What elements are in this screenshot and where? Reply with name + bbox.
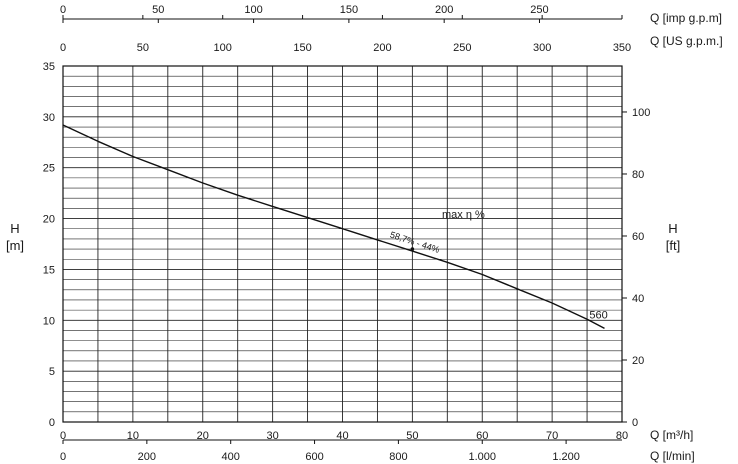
tick-label-lmin: 800 — [389, 451, 407, 463]
tick-label-imp: 200 — [435, 4, 453, 16]
tick-label-m3h: 60 — [476, 430, 488, 442]
tick-label-us: 50 — [137, 42, 149, 54]
tick-label-us: 300 — [533, 42, 551, 54]
efficiency-range-label: 58,7% - 44% — [389, 229, 441, 254]
unit-label-imp: Q [imp g.p.m] — [650, 11, 722, 25]
tick-label-m3h: 0 — [60, 430, 66, 442]
tick-label-ft: 80 — [632, 169, 644, 181]
tick-label-ft: 40 — [632, 293, 644, 305]
tick-label-lmin: 600 — [305, 451, 323, 463]
tick-label-m3h: 80 — [616, 430, 628, 442]
tick-label-us: 200 — [373, 42, 391, 54]
grid — [62, 15, 627, 444]
unit-label-us: Q [US g.p.m.] — [650, 34, 723, 48]
unit-label-lmin: Q [l/min] — [650, 449, 695, 463]
tick-label-m: 30 — [43, 112, 55, 124]
tick-label-m3h: 50 — [406, 430, 418, 442]
tick-label-m3h: 20 — [197, 430, 209, 442]
tick-label-m: 0 — [49, 417, 55, 429]
tick-label-us: 150 — [293, 42, 311, 54]
tick-label-lmin: 200 — [138, 451, 156, 463]
axis-title-left-unit: [m] — [6, 238, 24, 253]
annotations: 560 max η %58,7% - 44% — [389, 209, 608, 321]
tick-label-imp: 50 — [152, 4, 164, 16]
tick-label-ft: 20 — [632, 355, 644, 367]
curve-560 — [62, 124, 605, 330]
tick-label-us: 0 — [60, 42, 66, 54]
tick-label-lmin: 0 — [60, 451, 66, 463]
tick-label-us: 100 — [214, 42, 232, 54]
plot-frame — [62, 65, 623, 423]
tick-label-lmin: 1.200 — [552, 451, 580, 463]
axis-title-right-unit: [ft] — [666, 238, 680, 253]
tick-label-imp: 150 — [340, 4, 358, 16]
tick-label-m: 35 — [43, 61, 55, 73]
tick-label-m3h: 30 — [267, 430, 279, 442]
tick-label-m: 15 — [43, 264, 55, 276]
tick-label-m3h: 10 — [127, 430, 139, 442]
tick-label-ft: 0 — [632, 417, 638, 429]
tick-label-imp: 100 — [244, 4, 262, 16]
tick-label-imp: 0 — [60, 4, 66, 16]
tick-label-imp: 250 — [530, 4, 548, 16]
tick-label-m3h: 70 — [546, 430, 558, 442]
tick-label-lmin: 1.000 — [468, 451, 496, 463]
tick-label-us: 350 — [613, 42, 631, 54]
axis-title-right-h: H — [668, 221, 677, 236]
tick-label-m3h: 40 — [336, 430, 348, 442]
tick-label-m: 5 — [49, 366, 55, 378]
series-label-560: 560 — [589, 309, 607, 321]
axis-title-left-h: H — [10, 221, 19, 236]
tick-label-m: 25 — [43, 163, 55, 175]
tick-label-ft: 100 — [632, 107, 650, 119]
tick-label-us: 250 — [453, 42, 471, 54]
axis-labels: Q [imp g.p.m] Q [US g.p.m.] Q [m³/h] Q [l/m… — [6, 11, 723, 463]
max-eta-label: max η % — [442, 209, 485, 221]
tick-label-lmin: 400 — [222, 451, 240, 463]
unit-label-m3h: Q [m³/h] — [650, 428, 693, 442]
tick-label-m: 10 — [43, 315, 55, 327]
curve-layer — [62, 124, 605, 330]
efficiency-point — [410, 247, 415, 251]
tick-label-m: 20 — [43, 214, 55, 226]
tick-label-ft: 60 — [632, 231, 644, 243]
